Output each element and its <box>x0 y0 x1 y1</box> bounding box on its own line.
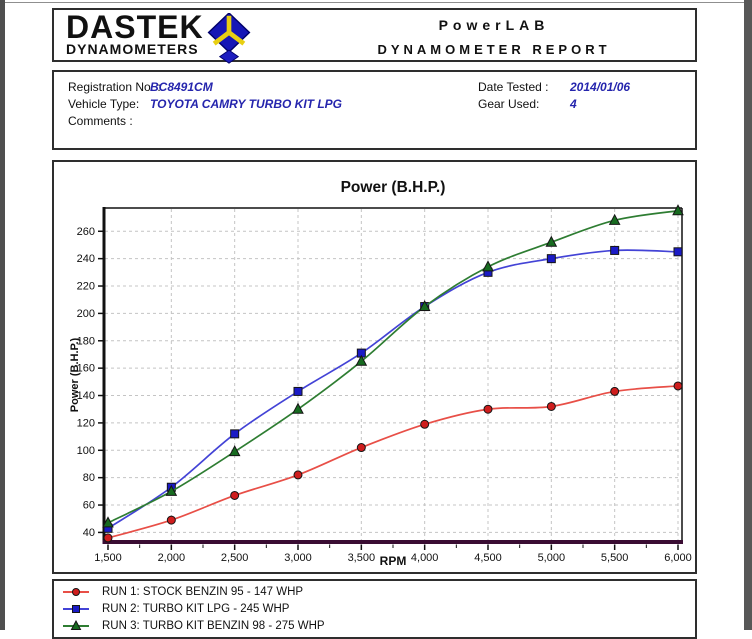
vehicle-info-panel: Registration No. : BC8491CM Vehicle Type… <box>52 70 697 150</box>
gear-used-value: 4 <box>570 97 577 111</box>
svg-text:2,000: 2,000 <box>158 552 186 564</box>
svg-text:100: 100 <box>77 445 95 457</box>
registration-value: BC8491CM <box>150 80 213 94</box>
chart-canvas: 40 60 80 100 120 140 160 180 200 220 240 260 1,500 2,… <box>77 204 692 564</box>
svg-text:40: 40 <box>83 527 95 539</box>
svg-text:260: 260 <box>77 226 95 238</box>
svg-text:240: 240 <box>77 253 95 265</box>
page-top-rule <box>5 2 744 3</box>
legend-item-run2: RUN 2: TURBO KIT LPG - 245 WHP <box>62 602 289 616</box>
svg-text:4,500: 4,500 <box>474 552 502 564</box>
svg-text:6,000: 6,000 <box>664 552 692 564</box>
comments-label: Comments : <box>68 114 133 128</box>
svg-text:160: 160 <box>77 363 95 375</box>
legend-label-run1: RUN 1: STOCK BENZIN 95 - 147 WHP <box>102 586 304 598</box>
report-title: PowerLAB <box>438 17 550 33</box>
svg-text:80: 80 <box>83 472 95 484</box>
date-tested-label: Date Tested : <box>478 80 549 94</box>
svg-text:60: 60 <box>83 500 95 512</box>
run2-marker-icon <box>63 605 89 613</box>
legend-label-run2: RUN 2: TURBO KIT LPG - 245 WHP <box>102 603 290 615</box>
svg-text:4,000: 4,000 <box>411 552 439 564</box>
power-chart: 40 60 80 100 120 140 160 180 200 220 240 260 1,500 2,… <box>69 179 692 568</box>
svg-text:3,000: 3,000 <box>284 552 312 564</box>
report-title-block: PowerLAB DYNAMOMETER REPORT <box>294 17 694 57</box>
svg-text:2,500: 2,500 <box>221 552 249 564</box>
svg-text:120: 120 <box>77 417 95 429</box>
date-tested-value: 2014/01/06 <box>570 80 631 94</box>
vehicle-type-value: TOYOTA CAMRY TURBO KIT LPG <box>150 97 343 111</box>
registration-label: Registration No. : <box>68 80 161 94</box>
dastek-logo-text: DASTEK DYNAMOMETERS <box>66 9 204 57</box>
window-left-edge <box>0 0 5 630</box>
legend-item-run1: RUN 1: STOCK BENZIN 95 - 147 WHP <box>62 585 303 599</box>
svg-text:3,500: 3,500 <box>348 552 376 564</box>
logo-brand-name: DASTEK <box>66 9 204 45</box>
svg-text:140: 140 <box>77 390 95 402</box>
svg-text:180: 180 <box>77 335 95 347</box>
legend-item-run3: RUN 3: TURBO KIT BENZIN 98 - 275 WHP <box>62 619 325 633</box>
chart-title: Power (B.H.P.) <box>341 179 446 196</box>
x-axis-label: RPM <box>380 554 407 568</box>
y-axis-label: Power (B.H.P.) <box>69 337 81 412</box>
svg-text:5,500: 5,500 <box>601 552 629 564</box>
run3-marker-icon <box>63 620 89 630</box>
chart-legend-panel: RUN 1: STOCK BENZIN 95 - 147 WHP RUN 2: … <box>52 579 697 639</box>
run1-marker-icon <box>63 588 89 596</box>
svg-text:220: 220 <box>77 281 95 293</box>
window-right-edge <box>744 0 752 630</box>
dastek-logo: DASTEK DYNAMOMETERS <box>66 9 252 65</box>
vehicle-type-label: Vehicle Type: <box>68 97 140 111</box>
report-header: DASTEK DYNAMOMETERS PowerLAB DYNAMOMETER… <box>52 8 697 65</box>
gear-used-label: Gear Used: <box>478 97 540 111</box>
legend-label-run3: RUN 3: TURBO KIT BENZIN 98 - 275 WHP <box>102 620 325 632</box>
report-subtitle: DYNAMOMETER REPORT <box>377 42 611 57</box>
dastek-cube-icon <box>207 13 250 64</box>
power-chart-panel: 40 60 80 100 120 140 160 180 200 220 240 260 1,500 2,… <box>52 160 697 574</box>
svg-text:5,000: 5,000 <box>538 552 566 564</box>
logo-brand-subtitle: DYNAMOMETERS <box>66 41 199 57</box>
svg-text:200: 200 <box>77 308 95 320</box>
svg-text:1,500: 1,500 <box>94 552 122 564</box>
